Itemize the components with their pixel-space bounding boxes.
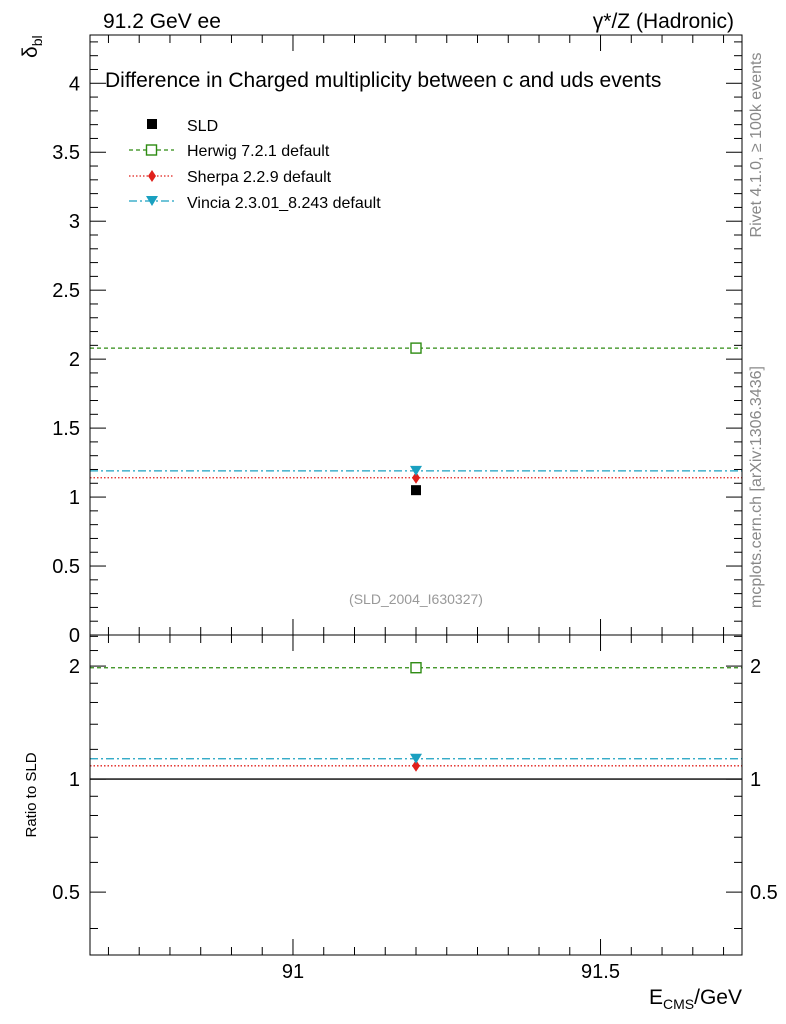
watermark: (SLD_2004_I630327) [349,591,483,607]
y-tick-label: 2 [69,349,80,371]
legend-label-sherpa: Sherpa 2.2.9 default [187,169,332,186]
y-tick-label: 1 [69,487,80,509]
legend-label-vincia: Vincia 2.3.01_8.243 default [187,195,381,212]
y-tick-label: 0 [69,625,80,647]
ratio-point [410,662,422,674]
y-tick-label: 0.5 [52,556,80,578]
ratio-ticks: 0.5 0.5 1 1 2 2 91 91.5 [52,635,778,983]
mc-point [410,465,422,476]
x-tick-label: 91 [282,961,304,983]
ratio-y-tick-label-right: 2 [750,656,761,678]
mc-point [410,342,422,354]
y-tick-label: 3.5 [52,142,80,164]
ratio-series [90,662,742,780]
y-axis-label-main: δbl [19,35,45,58]
y-tick-label: 1.5 [52,418,80,440]
legend-marker-herwig [145,144,158,156]
legend-marker-sld [147,119,157,129]
ratio-frame [89,634,743,956]
ratio-y-tick-label: 2 [69,656,80,678]
data-point-sld [411,485,421,496]
ratio-y-axis-label: Ratio to SLD [23,752,40,837]
ratio-y-tick-label: 1 [69,769,80,791]
rivet-label: Rivet 4.1.0, ≥ 100k events [748,53,765,238]
legend-label-herwig: Herwig 7.2.1 default [187,143,330,160]
x-tick-label: 91.5 [581,961,620,983]
header-right: γ*/Z (Hadronic) [593,10,734,33]
main-ticks: 0 0.5 1 1.5 2 2.5 3 3.5 4 [52,35,742,647]
main-series [90,342,742,496]
main-panel: 0 0.5 1 1.5 2 2.5 3 3.5 4 [52,34,743,647]
ratio-point [412,759,420,772]
y-axis-label-delta: δ [19,46,42,58]
y-tick-label: 2.5 [52,280,80,302]
x-axis-label: ECMS/GeV [649,986,742,1012]
x-axis-label-unit: /GeV [694,986,742,1009]
y-tick-label: 3 [69,211,80,233]
mc-point [412,471,420,484]
x-axis-label-sub: CMS [663,996,694,1012]
mcplots-label: mcplots.cern.ch [arXiv:1306.3436] [748,366,765,608]
ratio-panel: 0.5 0.5 1 1 2 2 91 91.5 [52,634,778,983]
y-tick-label: 4 [69,73,80,95]
ratio-y-tick-label-right: 0.5 [750,882,778,904]
legend-label-sld: SLD [187,118,218,135]
x-axis-label-e: E [649,986,663,1009]
ratio-point [410,753,422,764]
ratio-y-tick-label: 0.5 [52,882,80,904]
legend-marker-sherpa [148,170,156,182]
legend-marker-vincia [146,196,158,206]
legend: SLD Herwig 7.2.1 default Sherpa 2.2.9 de… [129,118,381,212]
ratio-y-tick-label-right: 1 [750,769,761,791]
header-left: 91.2 GeV ee [103,10,221,33]
main-title: Difference in Charged multiplicity betwe… [105,69,661,92]
y-axis-label-sub: bl [29,35,45,46]
